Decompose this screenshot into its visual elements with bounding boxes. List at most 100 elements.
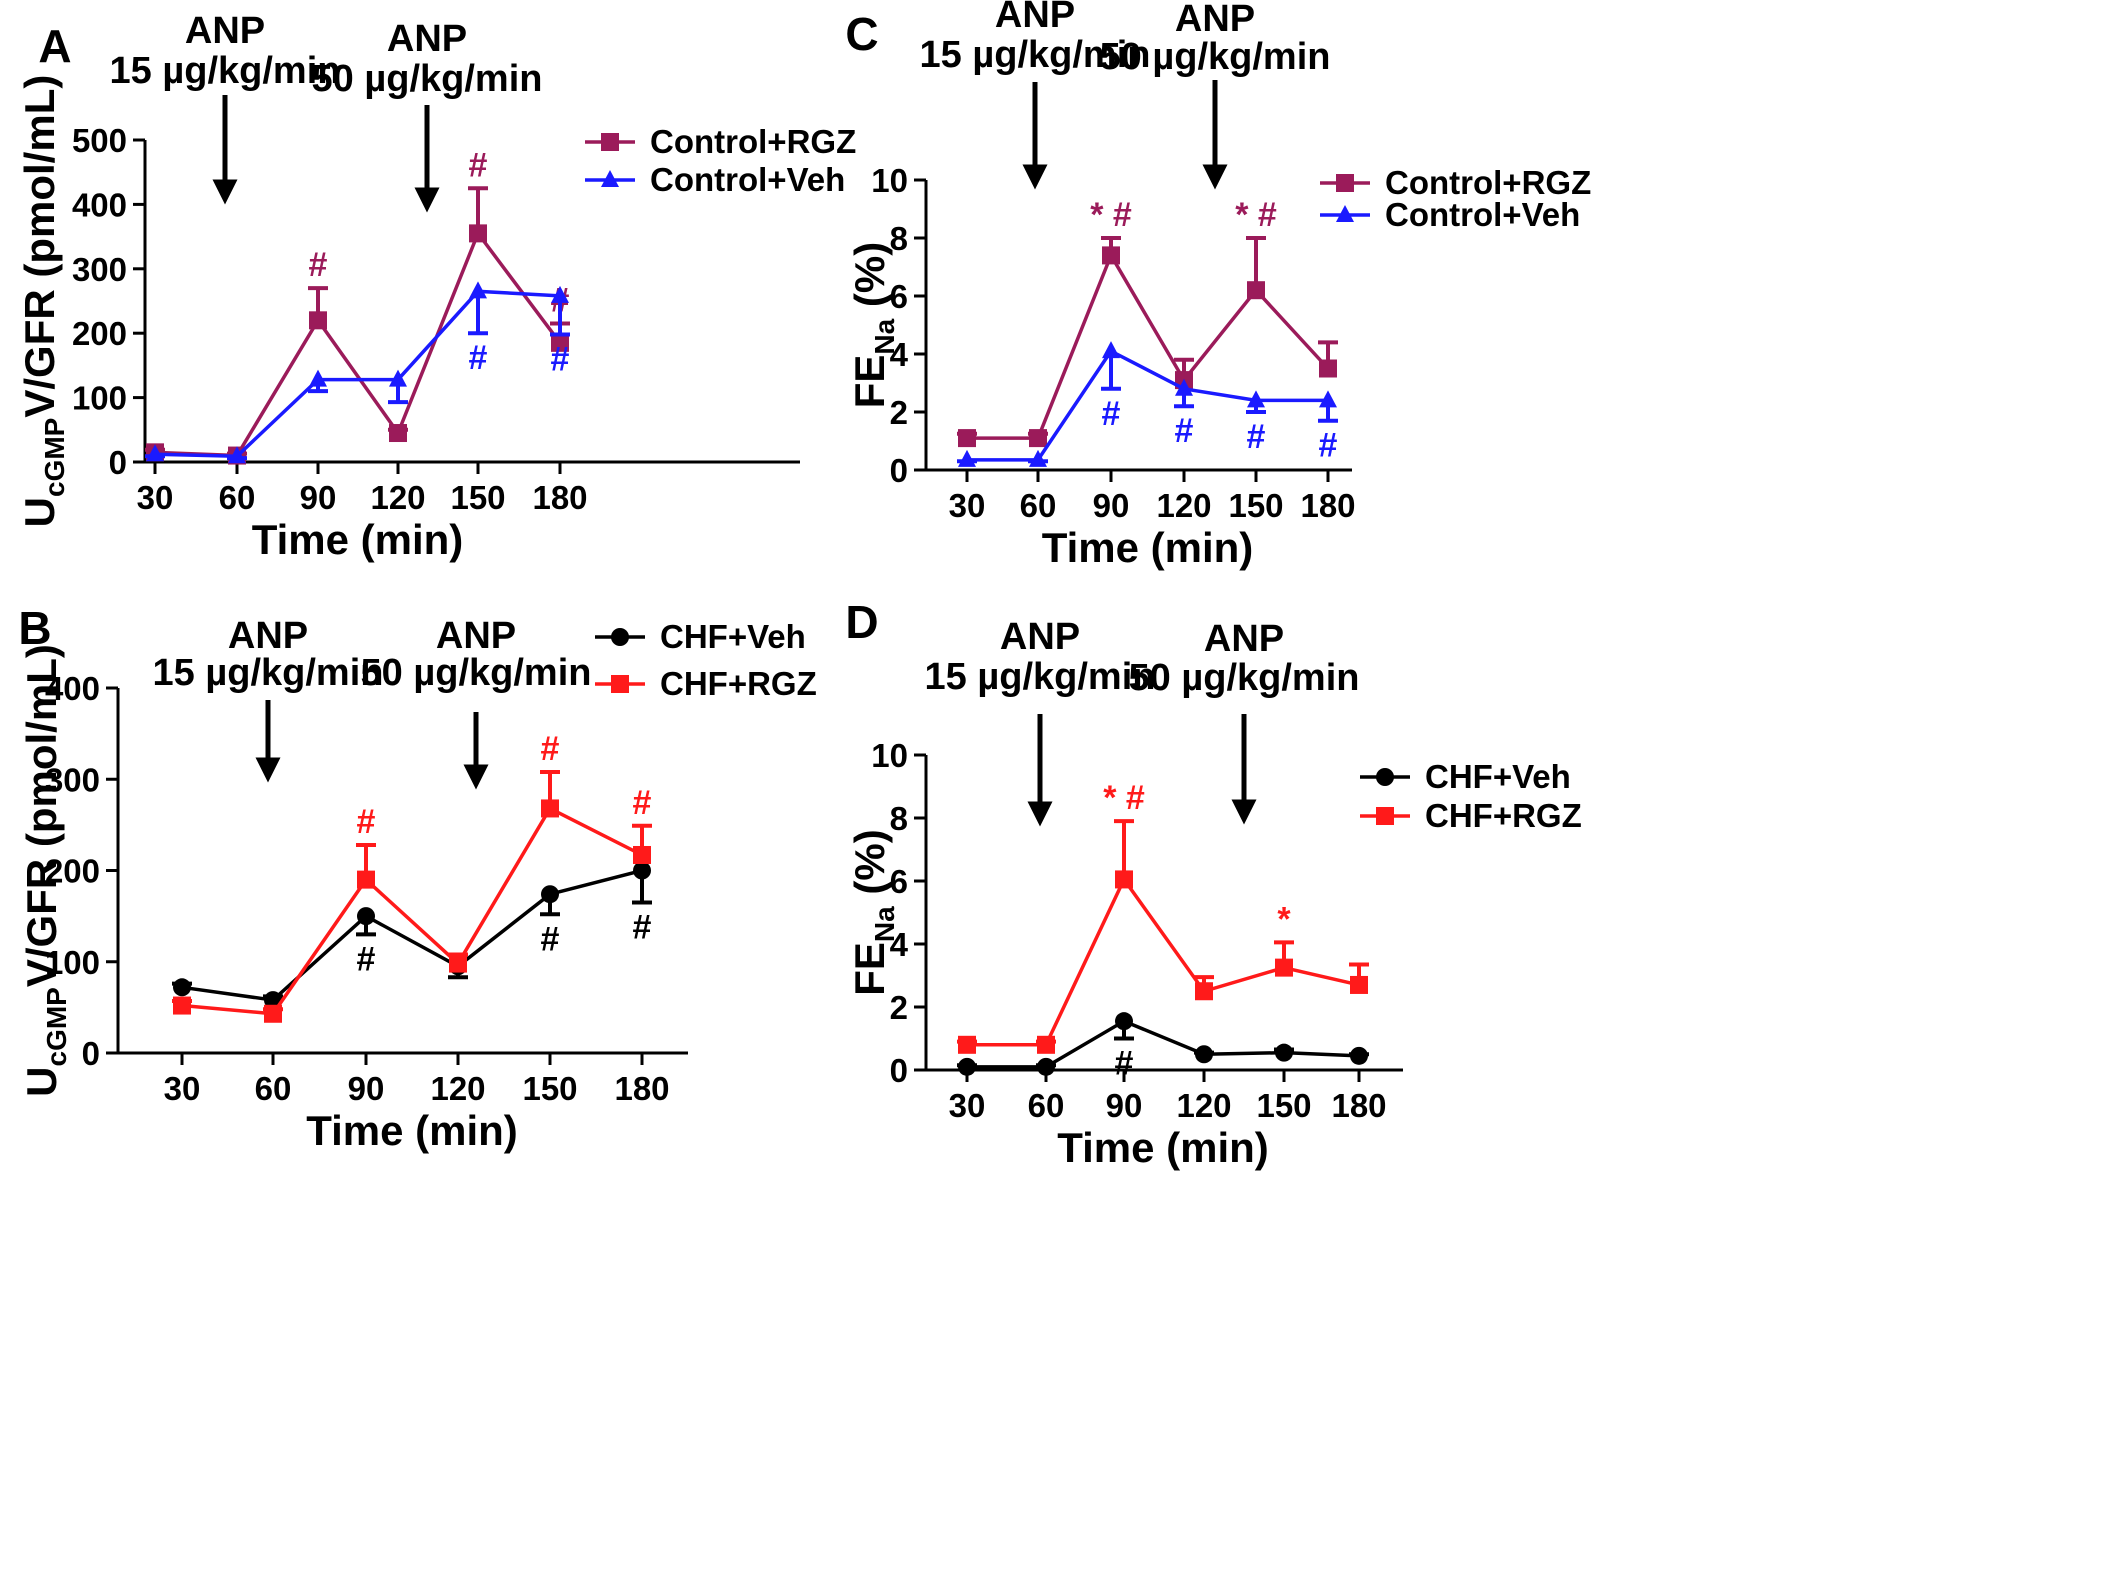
data-point	[1029, 429, 1047, 448]
y-tick-label: 2	[890, 394, 908, 431]
significance-label: *	[1277, 900, 1291, 938]
annotation-dose-label: 15 µg/kg/min	[925, 656, 1156, 698]
data-point	[1102, 341, 1120, 359]
data-point	[1115, 1012, 1133, 1031]
legend-marker	[1376, 768, 1394, 786]
data-point	[173, 996, 191, 1015]
data-point	[1247, 281, 1265, 300]
annotation-dose-label: 15 µg/kg/min	[920, 34, 1151, 76]
data-point	[1037, 1035, 1055, 1054]
data-point	[1115, 870, 1133, 889]
data-point	[449, 954, 467, 973]
x-tick-label: 30	[137, 479, 174, 516]
data-point	[309, 369, 327, 387]
significance-label: #	[1247, 418, 1266, 456]
data-point	[1275, 1043, 1293, 1062]
x-tick-label: 30	[949, 487, 986, 524]
y-tick-label: 300	[72, 251, 127, 288]
annotation-anp-label: ANP	[995, 0, 1075, 36]
legend: CHF+Veh CHF+RGZ	[595, 618, 817, 702]
annotation-dose-label: 15 µg/kg/min	[153, 652, 384, 694]
x-tick-label: 180	[614, 1070, 669, 1107]
x-tick-label: 120	[1176, 1087, 1231, 1124]
data-point	[958, 449, 976, 467]
legend-label: Control+Veh	[1385, 196, 1580, 233]
data-point	[1195, 1045, 1213, 1064]
x-tick-label: 180	[1331, 1087, 1386, 1124]
data-point	[309, 311, 327, 330]
data-point	[1175, 378, 1193, 396]
data-point	[958, 1035, 976, 1054]
y-tick-label: 300	[45, 761, 100, 798]
significance-label: #	[469, 146, 488, 184]
annotation-anp-label: ANP	[228, 615, 308, 657]
x-tick-label: 180	[1300, 487, 1355, 524]
x-tick-label: 120	[1156, 487, 1211, 524]
y-tick-label: 8	[890, 220, 908, 257]
data-point	[264, 1004, 282, 1023]
y-label-rest: V/GFR (pmol/mL)	[18, 644, 65, 987]
y-tick-label: 4	[890, 926, 909, 963]
annotation-anp-label: ANP	[185, 10, 265, 52]
series-chf-veh: #	[957, 1012, 1369, 1083]
series-control-rgz: * # * #	[957, 196, 1338, 448]
series-chf-rgz: # # #	[172, 730, 652, 1023]
significance-label: #	[541, 730, 560, 768]
panel-a: A 0 100 200 300 400 500 30 60 90 120 150 180 Time (mi…	[16, 10, 856, 563]
series-line	[967, 251, 1330, 440]
y-label-main: U	[18, 1067, 65, 1097]
x-tick-label: 150	[1256, 1087, 1311, 1124]
data-point	[1350, 1046, 1368, 1065]
legend-marker	[1336, 174, 1354, 192]
significance-label: * #	[1235, 196, 1277, 234]
series-line	[181, 868, 643, 1002]
x-tick-label: 60	[1020, 487, 1057, 524]
data-point	[958, 429, 976, 448]
y-tick-label: 400	[72, 186, 127, 223]
legend-marker	[601, 170, 619, 187]
significance-label: #	[1175, 412, 1194, 450]
data-point	[469, 224, 487, 243]
significance-label: #	[469, 339, 488, 377]
data-point	[173, 978, 191, 997]
y-label-subscript: Na	[869, 906, 900, 942]
y-label-main: FE	[846, 942, 893, 996]
data-point	[1350, 975, 1368, 994]
annotation-anp-label: ANP	[436, 615, 516, 657]
data-point	[1029, 449, 1047, 467]
series-line	[181, 806, 643, 1016]
legend-label: Control+RGZ	[650, 123, 856, 160]
data-point	[228, 446, 246, 464]
y-tick-label: 10	[871, 737, 908, 774]
y-tick-label: 0	[82, 1035, 100, 1072]
y-tick-label: 0	[890, 452, 908, 489]
legend-label: CHF+Veh	[1425, 758, 1571, 795]
data-point	[551, 285, 569, 303]
data-point	[1102, 246, 1120, 265]
y-tick-label: 0	[890, 1052, 908, 1089]
significance-label: #	[1319, 427, 1338, 465]
y-tick-label: 6	[890, 278, 908, 315]
y-tick-label: 200	[72, 315, 127, 352]
series-line	[154, 289, 561, 458]
data-point	[357, 907, 375, 926]
annotation-dose-label: 15 µg/kg/min	[110, 50, 341, 92]
x-tick-label: 60	[219, 479, 256, 516]
series-control-veh: # # # #	[957, 341, 1338, 467]
y-label-main: U	[16, 497, 63, 527]
data-point	[146, 444, 164, 462]
legend-label: Control+Veh	[650, 161, 845, 198]
data-point	[1319, 359, 1337, 378]
data-point	[633, 845, 651, 864]
data-point	[551, 333, 569, 352]
panel-label: B	[18, 602, 51, 654]
significance-label: #	[309, 246, 328, 284]
y-tick-label: 8	[890, 800, 908, 837]
significance-label: * #	[1090, 196, 1132, 234]
x-tick-label: 150	[1228, 487, 1283, 524]
data-point	[389, 424, 407, 443]
data-point	[1037, 1057, 1055, 1076]
y-tick-label: 400	[45, 670, 100, 707]
panel-label: A	[38, 20, 71, 72]
